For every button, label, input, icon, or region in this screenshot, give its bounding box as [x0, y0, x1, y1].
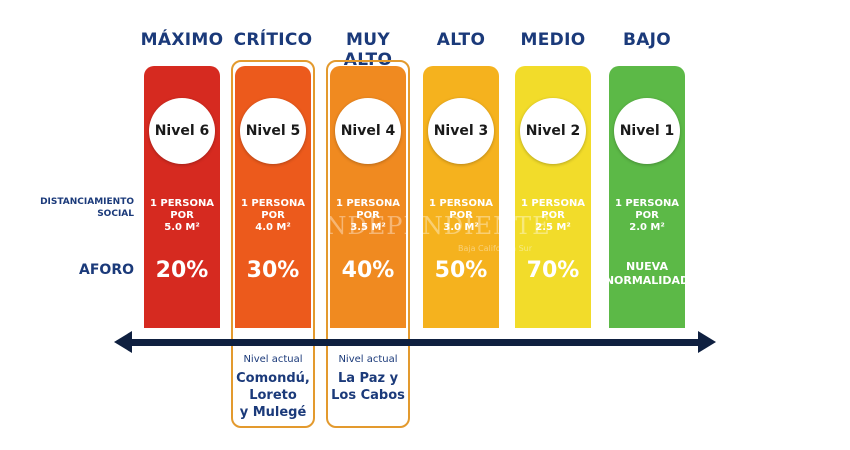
distance-text: 1 PERSONA POR 5.0 M²: [149, 198, 215, 233]
aforo-value: 50%: [434, 258, 488, 283]
distanciamiento-label: DISTANCIAMIENTO SOCIAL: [40, 197, 134, 219]
watermark-subtitle: Baja California Sur: [457, 244, 533, 253]
current-level-outline-4: [326, 60, 410, 428]
distance-text: 1 PERSONA POR 2.0 M²: [614, 198, 680, 233]
aforo-value: 70%: [526, 258, 580, 283]
level-title: ALTO: [436, 30, 486, 50]
aforo-value: 40%: [341, 258, 395, 283]
distance-text: 1 PERSONA POR 4.0 M²: [240, 198, 306, 233]
level-badge: Nivel 6: [149, 98, 215, 164]
distance-text: 1 PERSONA POR 3.5 M²: [335, 198, 401, 233]
arrow-right-icon: [698, 331, 716, 353]
current-level-caption: Nivel actual: [338, 354, 398, 365]
arrow-shaft: [128, 339, 700, 346]
aforo-value: NUEVA NORMALIDAD: [604, 260, 690, 287]
current-level-places: Comondú, Loreto y Mulegé: [236, 371, 310, 420]
current-level-places: La Paz y Los Cabos: [331, 371, 405, 403]
level-badge: Nivel 4: [335, 98, 401, 164]
level-badge: Nivel 3: [428, 98, 494, 164]
level-title: BAJO: [622, 30, 672, 50]
current-level-outline-5: [231, 60, 315, 428]
aforo-label: AFORO: [79, 262, 134, 278]
arrow-left-icon: [114, 331, 132, 353]
level-title: MUY ALTO: [343, 30, 393, 70]
distance-text: 1 PERSONA POR 2.5 M²: [520, 198, 586, 233]
level-badge: Nivel 2: [520, 98, 586, 164]
level-badge: Nivel 1: [614, 98, 680, 164]
aforo-value: 20%: [155, 258, 209, 283]
level-title: MEDIO: [520, 30, 586, 50]
current-level-caption: Nivel actual: [243, 354, 303, 365]
watermark: INDEPENDIENTE: [315, 212, 551, 240]
level-title: MÁXIMO: [140, 30, 224, 50]
aforo-value: 30%: [246, 258, 300, 283]
level-title: CRÍTICO: [233, 30, 313, 50]
distance-text: 1 PERSONA POR 3.0 M²: [428, 198, 494, 233]
level-badge: Nivel 5: [240, 98, 306, 164]
